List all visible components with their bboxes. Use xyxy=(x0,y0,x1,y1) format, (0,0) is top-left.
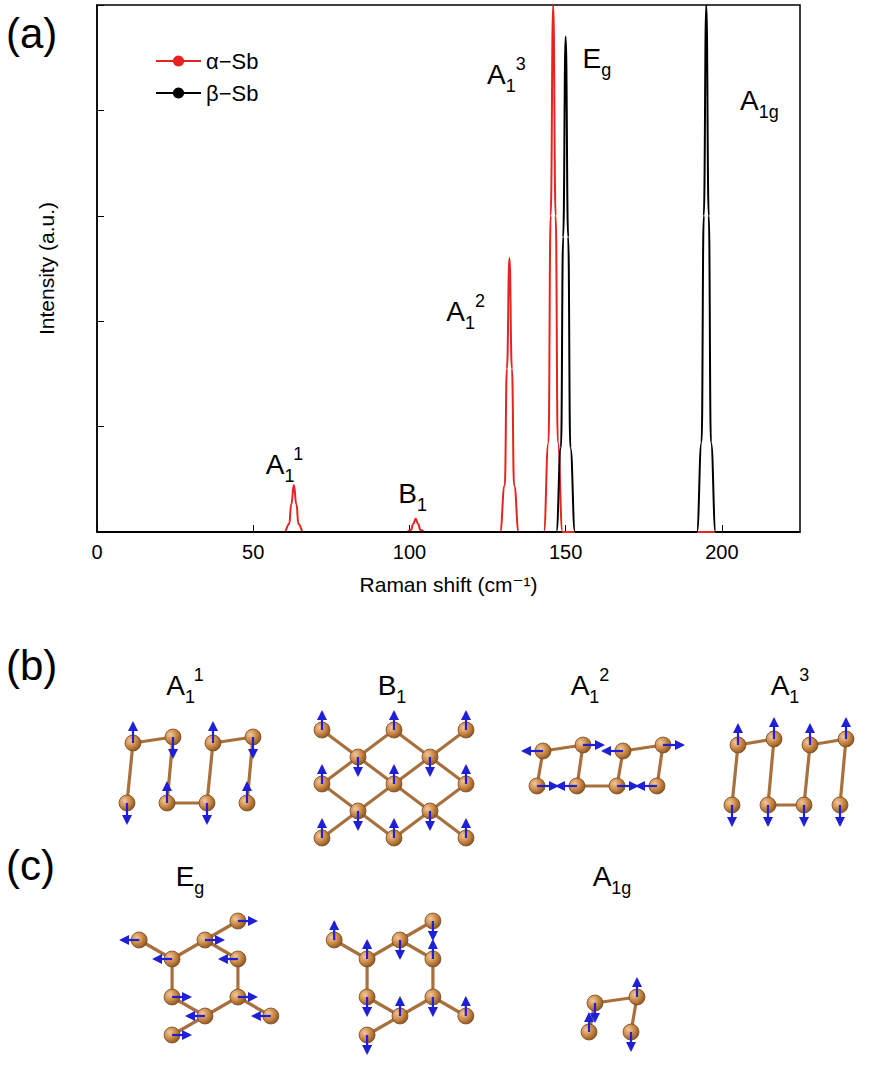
svg-text:α−Sb: α−Sb xyxy=(206,49,258,74)
svg-text:A13: A13 xyxy=(487,54,526,96)
svg-text:Eg: Eg xyxy=(583,43,612,80)
svg-text:A1g: A1g xyxy=(593,861,632,898)
svg-text:Intensity (a.u.): Intensity (a.u.) xyxy=(35,202,58,335)
svg-text:150: 150 xyxy=(549,541,582,563)
svg-text:(a): (a) xyxy=(6,10,57,57)
svg-text:200: 200 xyxy=(705,541,738,563)
svg-text:Raman shift (cm⁻¹): Raman shift (cm⁻¹) xyxy=(360,573,538,596)
svg-text:A13: A13 xyxy=(771,665,810,707)
svg-text:A12: A12 xyxy=(571,665,610,707)
svg-text:β−Sb: β−Sb xyxy=(206,81,258,106)
svg-text:0: 0 xyxy=(91,541,102,563)
svg-text:A1g: A1g xyxy=(740,85,779,122)
svg-text:Eg: Eg xyxy=(176,861,205,898)
svg-text:100: 100 xyxy=(393,541,426,563)
svg-text:A12: A12 xyxy=(446,291,485,333)
svg-text:(c): (c) xyxy=(6,842,55,889)
svg-text:A11: A11 xyxy=(166,665,203,707)
svg-text:A11: A11 xyxy=(266,444,303,486)
svg-text:B1: B1 xyxy=(398,478,427,515)
svg-text:50: 50 xyxy=(242,541,264,563)
svg-text:(b): (b) xyxy=(6,642,57,689)
svg-text:B1: B1 xyxy=(378,670,407,707)
